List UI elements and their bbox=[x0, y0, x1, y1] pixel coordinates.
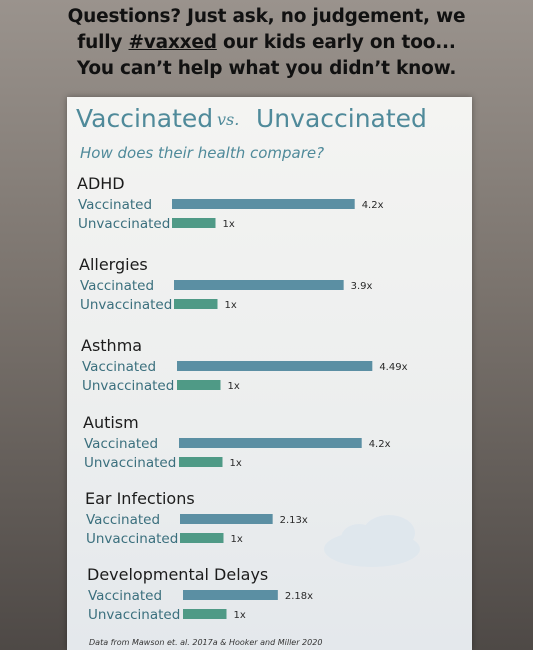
unvaccinated-row-label-ear-infections: Unvaccinated bbox=[86, 531, 178, 547]
group-developmental-delays: Developmental Delays Vaccinated 2.18x Unvac… bbox=[87, 565, 313, 623]
vaccinated-value-label-adhd: 4.2x bbox=[362, 200, 384, 211]
unvaccinated-value-label-allergies: 1x bbox=[225, 300, 237, 311]
unvaccinated-value-label-developmental-delays: 1x bbox=[234, 610, 246, 621]
vaccinated-row-label-allergies: Vaccinated bbox=[80, 278, 154, 294]
category-label-asthma: Asthma bbox=[81, 336, 142, 355]
group-adhd: ADHD Vaccinated 4.2x Unvaccinated 1x bbox=[77, 174, 384, 232]
unvaccinated-row-label-allergies: Unvaccinated bbox=[80, 297, 172, 313]
vaccinated-row-label-developmental-delays: Vaccinated bbox=[88, 588, 162, 604]
unvaccinated-bar-adhd bbox=[172, 218, 216, 228]
chart-title-left: Vaccinated bbox=[76, 104, 213, 133]
story-caption: Questions? Just ask, no judgement, we fu… bbox=[0, 4, 533, 82]
vaccinated-value-label-ear-infections: 2.13x bbox=[280, 515, 308, 526]
vaccinated-bar-autism bbox=[179, 438, 362, 448]
group-allergies: Allergies Vaccinated 3.9x Unvaccinated 1x bbox=[79, 255, 373, 313]
unvaccinated-value-label-adhd: 1x bbox=[223, 219, 235, 230]
caption-line-2: fully #vaxxed our kids early on too... bbox=[0, 30, 533, 56]
caption-line-3: You can’t help what you didn’t know. bbox=[76, 58, 457, 79]
unvaccinated-bar-allergies bbox=[174, 299, 218, 309]
unvaccinated-row-label-adhd: Unvaccinated bbox=[78, 216, 170, 232]
group-ear-infections: Ear Infections Vaccinated 2.13x Unvaccinate… bbox=[85, 489, 308, 547]
chart-poster: Vaccinated vs. Unvaccinated How does the… bbox=[67, 97, 472, 650]
unvaccinated-bar-ear-infections bbox=[180, 533, 224, 543]
category-label-allergies: Allergies bbox=[79, 255, 148, 274]
source-note: Data from Mawson et. al. 2017a & Hooker … bbox=[89, 638, 322, 647]
vaccinated-bar-allergies bbox=[174, 280, 344, 290]
category-label-ear-infections: Ear Infections bbox=[85, 489, 195, 508]
vaccinated-bar-asthma bbox=[177, 361, 373, 371]
chart-title-vs: vs. bbox=[217, 110, 239, 129]
bar-chart: Vaccinated vs. Unvaccinated How does the… bbox=[76, 104, 427, 647]
unvaccinated-bar-developmental-delays bbox=[183, 609, 227, 619]
vaccinated-bar-ear-infections bbox=[180, 514, 273, 524]
hashtag-link[interactable]: #vaxxed bbox=[128, 32, 218, 53]
unvaccinated-row-label-autism: Unvaccinated bbox=[84, 455, 176, 471]
vaccinated-value-label-autism: 4.2x bbox=[369, 439, 391, 450]
caption-line-2-pre: fully bbox=[77, 32, 129, 53]
unvaccinated-bar-autism bbox=[179, 457, 223, 467]
category-label-autism: Autism bbox=[83, 413, 139, 432]
unvaccinated-value-label-asthma: 1x bbox=[228, 381, 240, 392]
unvaccinated-bar-asthma bbox=[177, 380, 221, 390]
vaccinated-value-label-developmental-delays: 2.18x bbox=[285, 591, 313, 602]
unvaccinated-row-label-developmental-delays: Unvaccinated bbox=[88, 607, 180, 623]
unvaccinated-row-label-asthma: Unvaccinated bbox=[82, 378, 174, 394]
unvaccinated-value-label-autism: 1x bbox=[230, 458, 242, 469]
chart-subtitle: How does their health compare? bbox=[80, 144, 324, 162]
caption-line-2-post: our kids early on too... bbox=[216, 32, 456, 53]
vaccinated-row-label-adhd: Vaccinated bbox=[78, 197, 152, 213]
vaccinated-bar-adhd bbox=[172, 199, 355, 209]
vaccinated-value-label-allergies: 3.9x bbox=[351, 281, 373, 292]
group-autism: Autism Vaccinated 4.2x Unvaccinated 1x bbox=[83, 413, 391, 471]
group-asthma: Asthma Vaccinated 4.49x Unvaccinated 1x bbox=[81, 336, 408, 394]
chart-title-right: Unvaccinated bbox=[256, 104, 427, 133]
vaccinated-row-label-ear-infections: Vaccinated bbox=[86, 512, 160, 528]
vaccinated-row-label-autism: Vaccinated bbox=[84, 436, 158, 452]
cloud-decoration bbox=[324, 515, 420, 567]
vaccinated-value-label-asthma: 4.49x bbox=[379, 362, 407, 373]
unvaccinated-value-label-ear-infections: 1x bbox=[231, 534, 243, 545]
category-label-developmental-delays: Developmental Delays bbox=[87, 565, 268, 584]
caption-line-1: Questions? Just ask, no judgement, we bbox=[67, 6, 466, 27]
vaccinated-row-label-asthma: Vaccinated bbox=[82, 359, 156, 375]
vaccinated-bar-developmental-delays bbox=[183, 590, 278, 600]
category-label-adhd: ADHD bbox=[77, 174, 125, 193]
